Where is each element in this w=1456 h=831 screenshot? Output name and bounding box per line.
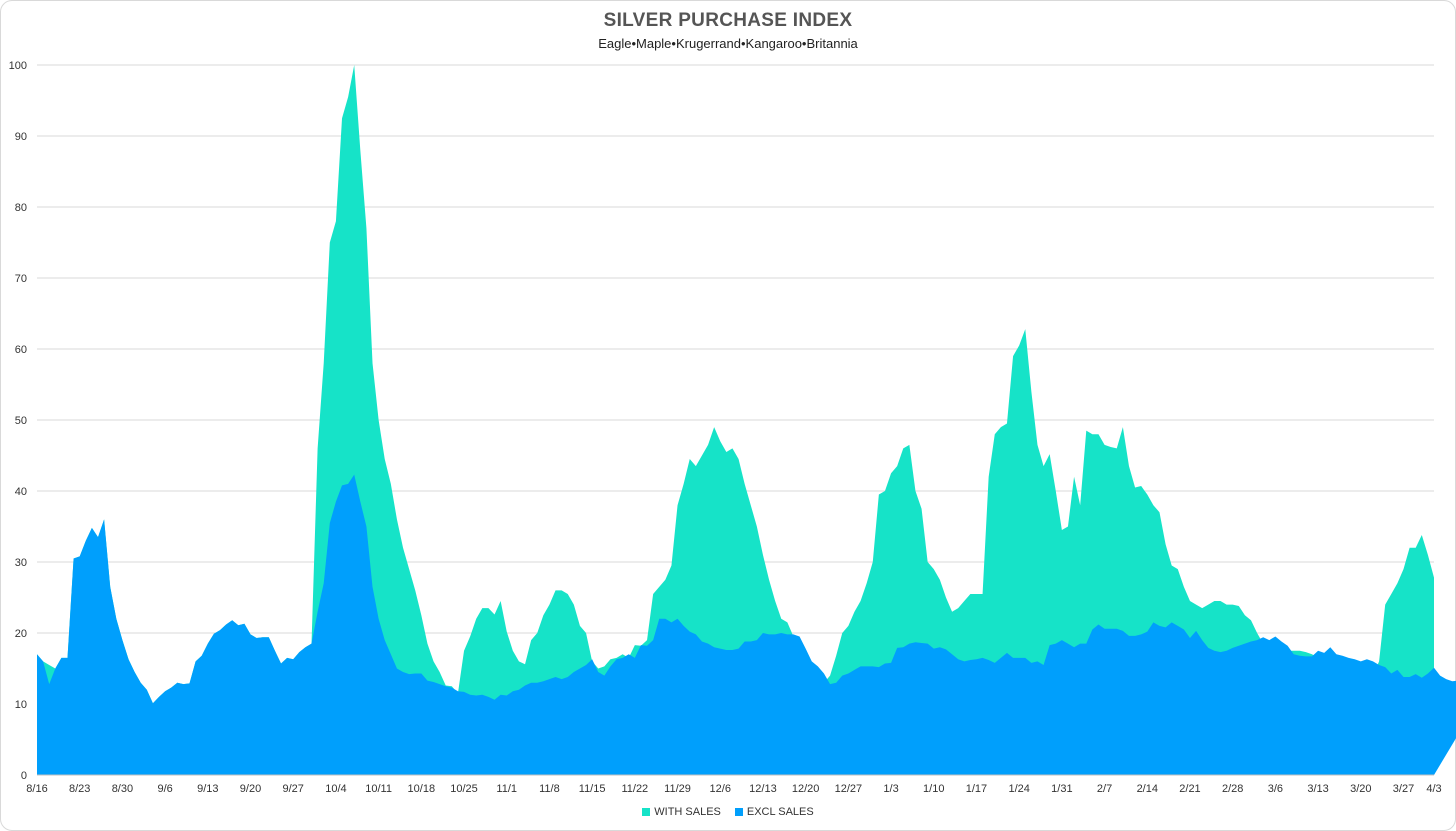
- y-tick-label-10: 10: [15, 699, 27, 711]
- x-tick-label-3-27: 3/27: [1393, 783, 1414, 795]
- x-tick-label-11-15: 11/15: [579, 783, 606, 795]
- x-tick-label-1-10: 1/10: [923, 783, 944, 795]
- legend-label-with-sales: WITH SALES: [654, 806, 721, 818]
- x-tick-label-10-11: 10/11: [365, 783, 392, 795]
- y-tick-label-40: 40: [15, 486, 27, 498]
- y-tick-label-100: 100: [9, 60, 27, 72]
- chart-legend: WITH SALES EXCL SALES: [0, 806, 1456, 818]
- y-tick-label-70: 70: [15, 273, 27, 285]
- x-tick-label-11-22: 11/22: [621, 783, 648, 795]
- legend-item-with-sales: WITH SALES: [642, 806, 721, 818]
- legend-swatch-with-sales: [642, 808, 651, 816]
- x-tick-label-12-20: 12/20: [792, 783, 820, 795]
- x-tick-label-10-18: 10/18: [408, 783, 436, 795]
- x-tick-label-12-6: 12/6: [710, 783, 731, 795]
- x-tick-label-4-3: 4/3: [1426, 783, 1441, 795]
- x-tick-label-1-3: 1/3: [883, 783, 898, 795]
- x-tick-label-10-25: 10/25: [450, 783, 478, 795]
- x-tick-label-11-1: 11/1: [496, 783, 517, 795]
- x-tick-label-11-8: 11/8: [539, 783, 560, 795]
- y-tick-label-60: 60: [15, 344, 27, 356]
- x-tick-label-12-27: 12/27: [835, 783, 863, 795]
- x-tick-label-9-13: 9/13: [197, 783, 218, 795]
- x-tick-label-2-21: 2/21: [1179, 783, 1200, 795]
- x-tick-label-1-17: 1/17: [966, 783, 987, 795]
- series-area-with-sales: [37, 65, 1434, 775]
- x-tick-label-11-29: 11/29: [664, 783, 691, 795]
- x-tick-label-1-31: 1/31: [1051, 783, 1072, 795]
- chart-title: SILVER PURCHASE INDEX: [603, 10, 853, 31]
- x-tick-label-8-30: 8/30: [112, 783, 133, 795]
- x-tick-label-8-16: 8/16: [26, 783, 47, 795]
- x-tick-label-3-20: 3/20: [1350, 783, 1371, 795]
- x-tick-label-8-23: 8/23: [69, 783, 90, 795]
- y-tick-label-80: 80: [15, 202, 27, 214]
- y-tick-label-50: 50: [15, 415, 27, 427]
- legend-swatch-excl-sales: [734, 808, 743, 816]
- legend-label-excl-sales: EXCL SALES: [746, 806, 814, 818]
- chart-subtitle: Eagle•Maple•Krugerrand•Kangaroo•Britanni…: [598, 36, 858, 51]
- x-tick-label-3-13: 3/13: [1307, 783, 1328, 795]
- x-tick-label-3-6: 3/6: [1268, 783, 1283, 795]
- x-tick-label-9-20: 9/20: [240, 783, 261, 795]
- x-tick-label-1-24: 1/24: [1008, 783, 1029, 795]
- series-area-excl-sales: [37, 474, 1456, 775]
- y-tick-label-20: 20: [15, 628, 27, 640]
- y-tick-label-30: 30: [15, 557, 27, 569]
- x-tick-label-2-7: 2/7: [1097, 783, 1112, 795]
- y-tick-label-90: 90: [15, 131, 27, 143]
- legend-item-excl-sales: EXCL SALES: [734, 806, 814, 818]
- x-tick-label-2-28: 2/28: [1222, 783, 1243, 795]
- x-tick-label-10-4: 10/4: [325, 783, 346, 795]
- x-tick-label-9-6: 9/6: [157, 783, 172, 795]
- x-tick-label-12-13: 12/13: [749, 783, 777, 795]
- x-tick-label-2-14: 2/14: [1137, 783, 1158, 795]
- x-tick-label-9-27: 9/27: [283, 783, 304, 795]
- y-tick-label-0: 0: [21, 770, 27, 782]
